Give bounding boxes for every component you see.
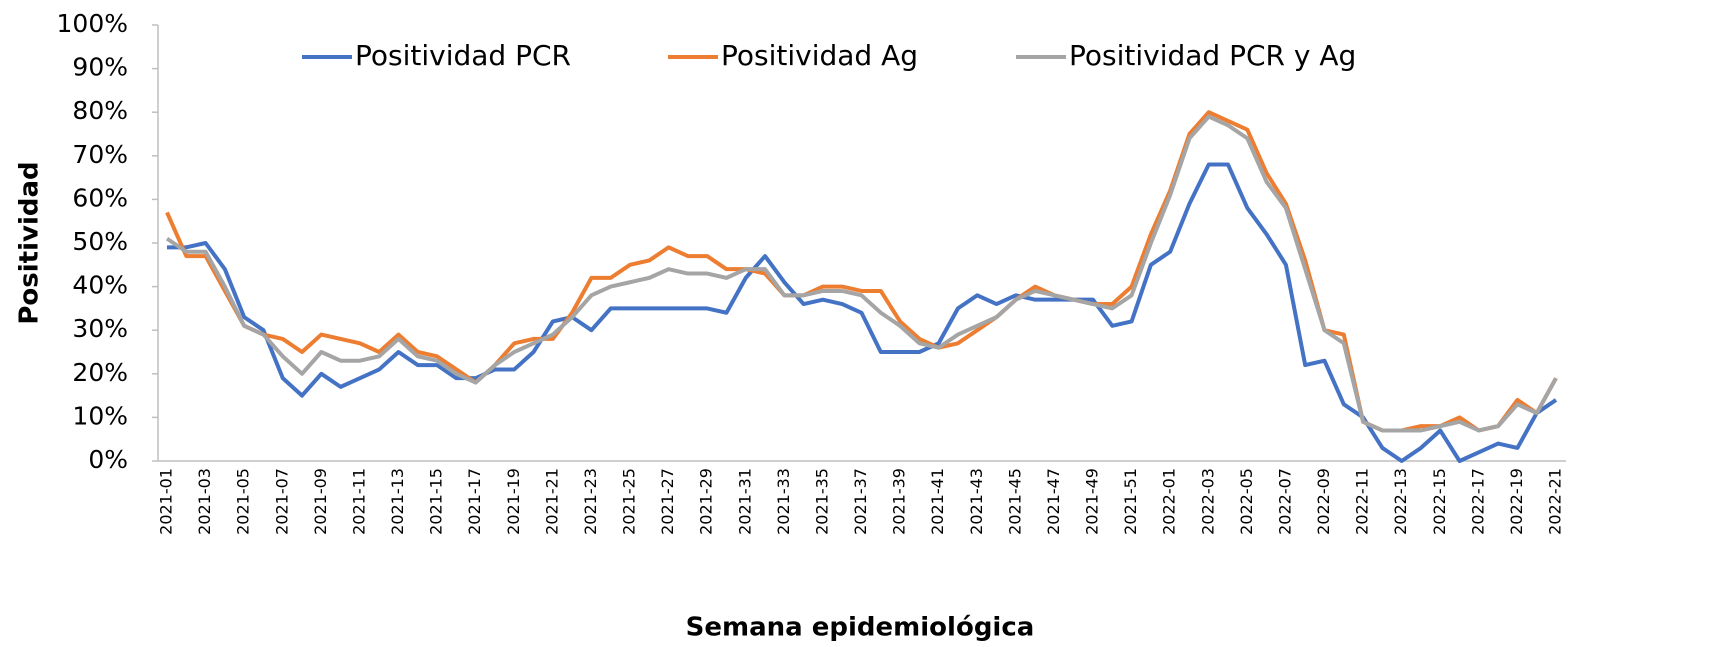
y-tick-label: 30% [72,314,128,343]
legend-label: Positividad Ag [721,39,918,72]
y-axis-title: Positividad [15,161,45,324]
x-tick-label: 2021-21 [542,468,561,535]
y-tick-label: 70% [72,140,128,169]
x-tick-label: 2021-13 [388,468,407,535]
x-tick-label: 2022-13 [1391,468,1410,535]
y-tick-label: 100% [57,9,128,38]
x-tick-label: 2021-27 [658,468,677,535]
x-tick-label: 2021-17 [465,468,484,535]
y-tick-label: 10% [72,401,128,430]
x-tick-label: 2021-49 [1083,468,1102,535]
x-tick-label: 2022-19 [1507,468,1526,535]
x-tick-label: 2021-51 [1121,468,1140,535]
x-tick-label: 2021-15 [427,468,446,535]
x-tick-label: 2021-07 [272,468,291,535]
line-series [165,110,1558,433]
x-tick-label: 2021-01 [157,468,176,535]
x-tick-label: 2021-25 [620,468,639,535]
line-series [165,114,1558,433]
y-tick-label: 40% [72,271,128,300]
x-tick-label: 2022-21 [1546,468,1565,535]
x-axis-title: Semana epidemiológica [686,613,1035,643]
y-tick-label: 60% [72,183,128,212]
x-tick-label: 2021-41 [928,468,947,535]
x-tick-label: 2022-05 [1237,468,1256,535]
x-tick-label: 2021-09 [311,468,330,535]
y-tick-label: 20% [72,358,128,387]
x-tick-label: 2022-01 [1160,468,1179,535]
x-tick-label: 2021-45 [1005,468,1024,535]
x-tick-label: 2021-47 [1044,468,1063,535]
y-tick-label: 80% [72,96,128,125]
x-tick-label: 2022-17 [1468,468,1487,535]
y-tick-label: 50% [72,227,128,256]
x-tick-label: 2021-43 [967,468,986,535]
x-tick-label: 2021-35 [812,468,831,535]
x-tick-label: 2021-03 [195,468,214,535]
x-tick-label: 2021-31 [735,468,754,535]
x-tick-label: 2021-29 [697,468,716,535]
x-tick-label: 2022-15 [1430,468,1449,535]
x-tick-label: 2021-33 [774,468,793,535]
y-tick-label: 0% [88,445,128,474]
x-tick-label: 2021-39 [890,468,909,535]
x-tick-label: 2022-09 [1314,468,1333,535]
x-tick-label: 2021-05 [234,468,253,535]
x-tick-label: 2022-07 [1275,468,1294,535]
legend-label: Positividad PCR y Ag [1069,39,1356,72]
x-tick-label: 2021-23 [581,468,600,535]
line-series [167,162,1558,463]
y-tick-label: 90% [72,53,128,82]
legend-label: Positividad PCR [355,39,571,72]
x-tick-label: 2021-19 [504,468,523,535]
x-tick-label: 2021-11 [349,468,368,535]
x-tick-label: 2022-03 [1198,468,1217,535]
x-tick-label: 2022-11 [1353,468,1372,535]
x-tick-label: 2021-37 [851,468,870,535]
